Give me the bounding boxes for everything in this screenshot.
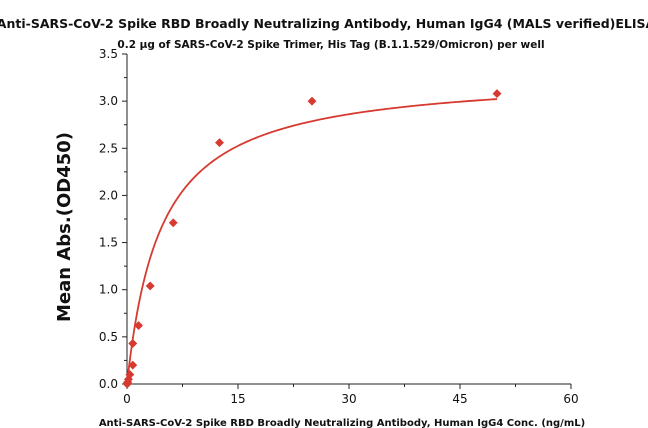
fit-curve bbox=[126, 98, 498, 385]
y-tick-labels: 0.0 0.5 1.0 1.5 2.0 2.5 3.0 3.5 bbox=[99, 47, 118, 391]
x-tick-label: 60 bbox=[563, 392, 578, 406]
y-axis-label: Mean Abs.(OD450) bbox=[54, 132, 75, 322]
y-tick-label: 1.5 bbox=[99, 236, 118, 250]
chart-title: Anti-SARS-CoV-2 Spike RBD Broadly Neutra… bbox=[0, 16, 648, 31]
x-axis-label: Anti-SARS-CoV-2 Spike RBD Broadly Neutra… bbox=[99, 418, 585, 428]
x-tick-labels: 0 15 30 45 60 bbox=[123, 392, 578, 406]
data-point-marker bbox=[133, 320, 144, 331]
data-points bbox=[122, 89, 502, 389]
y-tick-label: 0.0 bbox=[99, 377, 118, 391]
y-tick-label: 2.5 bbox=[99, 141, 118, 155]
x-tick-label: 15 bbox=[230, 392, 245, 406]
data-point-marker bbox=[168, 218, 178, 228]
x-tick-label: 0 bbox=[123, 392, 131, 406]
axes bbox=[126, 54, 571, 385]
data-point-marker bbox=[307, 96, 317, 106]
data-point-marker bbox=[145, 281, 155, 291]
y-tick-label: 2.0 bbox=[99, 188, 118, 202]
y-tick-label: 0.5 bbox=[99, 330, 118, 344]
data-point-marker bbox=[214, 138, 225, 148]
y-tick-label: 1.0 bbox=[99, 283, 118, 297]
y-tick-label: 3.5 bbox=[99, 47, 118, 61]
x-ticks bbox=[126, 384, 572, 389]
x-tick-label: 45 bbox=[452, 392, 467, 406]
y-ticks bbox=[122, 53, 127, 385]
x-tick-label: 30 bbox=[341, 392, 356, 406]
data-point-marker bbox=[492, 89, 502, 99]
chart-subtitle: 0.2 μg of SARS-CoV-2 Spike Trimer, His T… bbox=[117, 39, 544, 51]
data-point-marker bbox=[125, 370, 135, 380]
data-point-marker bbox=[128, 338, 138, 349]
y-tick-label: 3.0 bbox=[99, 94, 118, 108]
data-point-marker bbox=[128, 360, 138, 370]
